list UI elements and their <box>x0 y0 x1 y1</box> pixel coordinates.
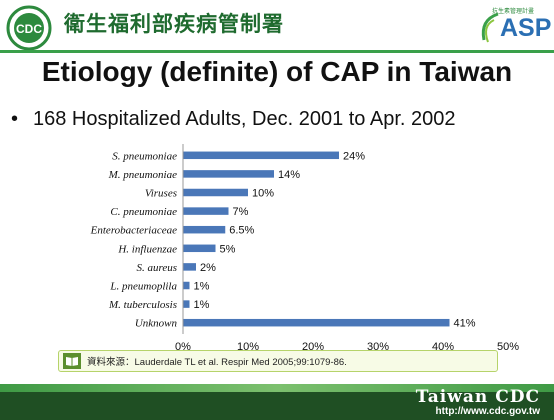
bar <box>183 244 216 253</box>
x-tick-label: 20% <box>302 341 324 350</box>
value-label: 1% <box>194 281 210 293</box>
value-label: 1% <box>194 299 210 311</box>
category-label: H. influenzae <box>117 243 177 255</box>
bullet-text: 168 Hospitalized Adults, Dec. 2001 to Ap… <box>33 108 456 130</box>
value-label: 41% <box>454 318 476 330</box>
bar <box>183 170 274 178</box>
value-label: 6.5% <box>229 225 254 237</box>
category-label: S. aureus <box>136 262 177 274</box>
org-name: 衛生福利部疾病管制署 <box>64 11 284 36</box>
source-box: 資料來源：Lauderdale TL et al. Respir Med 200… <box>58 350 498 372</box>
x-tick-label: 30% <box>367 341 389 350</box>
source-citation: 資料來源：Lauderdale TL et al. Respir Med 200… <box>87 357 347 368</box>
bar <box>183 318 450 327</box>
category-label: M. pneumoniae <box>108 169 178 181</box>
value-label: 5% <box>220 243 236 255</box>
category-label: Unknown <box>135 318 178 330</box>
value-label: 24% <box>343 150 365 162</box>
category-label: C. pneumoniae <box>110 206 177 218</box>
bar <box>183 225 226 234</box>
value-label: 14% <box>278 169 300 181</box>
category-label: Viruses <box>145 188 177 200</box>
value-label: 2% <box>200 262 216 274</box>
bullet-point: • 168 Hospitalized Adults, Dec. 2001 to … <box>11 108 456 131</box>
bar <box>183 263 196 271</box>
header-divider <box>0 50 554 53</box>
asp-program-label: 抗生素管理計畫 <box>492 9 535 15</box>
svg-text:CDC: CDC <box>16 22 42 36</box>
bar <box>183 151 339 160</box>
book-icon <box>63 353 81 369</box>
cdc-logo-icon: CDC <box>6 5 52 51</box>
asp-logo-icon <box>481 12 499 43</box>
category-label: M. tuberculosis <box>108 299 177 311</box>
footer-org-name: Taiwan CDC <box>415 387 540 407</box>
x-tick-label: 40% <box>432 341 454 350</box>
footer: Taiwan CDC http://www.cdc.gov.tw <box>0 384 554 420</box>
asp-logo-text: ASP <box>500 14 552 42</box>
category-label: L. pneumoplila <box>109 281 177 293</box>
category-label: S. pneumoniae <box>112 150 177 162</box>
x-tick-label: 0% <box>175 341 191 350</box>
header: CDC 衛生福利部疾病管制署 抗生素管理計畫 ASP <box>0 0 554 51</box>
footer-stripe <box>0 384 554 392</box>
bar <box>183 207 229 215</box>
value-label: 10% <box>252 188 274 200</box>
bar <box>183 300 190 308</box>
slide-title: Etiology (definite) of CAP in Taiwan <box>41 56 513 87</box>
value-label: 7% <box>233 206 249 218</box>
bar <box>183 188 248 197</box>
x-tick-label: 50% <box>497 341 519 350</box>
bullet-dot-icon: • <box>11 108 19 130</box>
category-label: Enterobacteriaceae <box>90 225 177 237</box>
bar <box>183 281 190 290</box>
footer-url: http://www.cdc.gov.tw <box>435 406 540 417</box>
etiology-bar-chart: S. pneumoniae 24% M. pneumoniae 14% Viruses 1… <box>90 144 519 350</box>
x-tick-label: 10% <box>237 341 259 350</box>
